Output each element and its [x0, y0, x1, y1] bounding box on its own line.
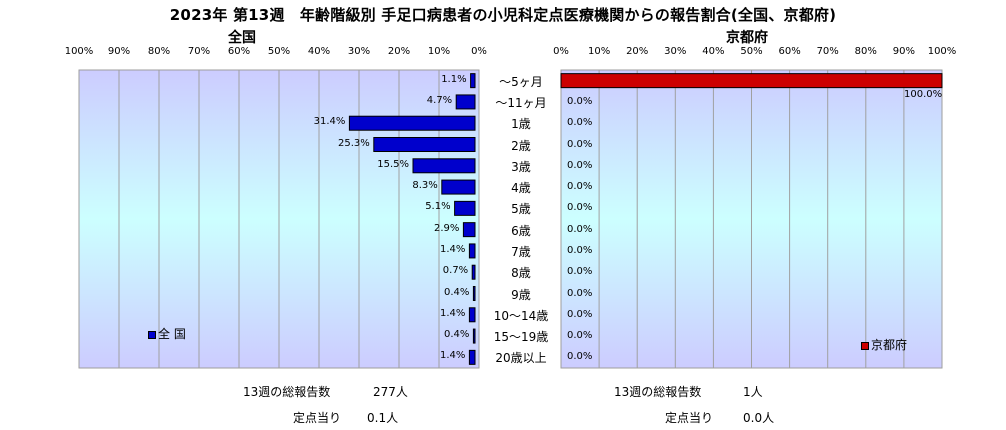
left-data-label: 2.9% — [433, 222, 460, 234]
left-per-value: 0.1人 — [367, 411, 399, 425]
left-bar — [455, 94, 476, 110]
right-x-tick-label: 40% — [702, 46, 725, 57]
left-x-tick-label: 50% — [267, 46, 291, 57]
category-label: 8歳 — [511, 266, 531, 281]
left-data-label: 31.4% — [313, 116, 346, 128]
left-total-label: 13週の総報告数 — [243, 385, 331, 399]
right-data-label: 0.0% — [567, 181, 593, 193]
left-x-tick-label: 60% — [227, 46, 251, 57]
category-label: 20歳以上 — [495, 351, 547, 366]
category-label: 10～14歳 — [493, 308, 549, 323]
left-x-tick-label: 90% — [107, 46, 131, 57]
right-data-label: 100.0% — [904, 88, 943, 100]
right-total-label: 13週の総報告数 — [614, 385, 702, 399]
left-x-tick-label: 40% — [307, 46, 331, 57]
left-data-label: 0.4% — [443, 329, 470, 341]
left-legend-swatch — [148, 330, 156, 339]
left-x-tick-label: 20% — [387, 46, 411, 57]
category-label: 1歳 — [511, 117, 531, 132]
left-x-tick-label: 70% — [187, 46, 211, 57]
left-bar — [373, 137, 476, 152]
right-per-value: 0.0人 — [743, 411, 775, 425]
left-data-label: 0.4% — [443, 286, 470, 298]
left-bar — [412, 158, 476, 174]
right-data-label: 0.0% — [567, 330, 593, 342]
left-bar — [441, 179, 476, 195]
category-label: ～11ヶ月 — [495, 95, 547, 110]
right-data-label: 0.0% — [567, 223, 593, 235]
left-bar — [468, 349, 476, 365]
right-x-tick-label: 50% — [740, 46, 763, 57]
left-data-label: 4.7% — [426, 94, 453, 106]
left-x-tick-label: 30% — [347, 46, 371, 57]
category-label: 15～19歳 — [493, 330, 549, 345]
left-bar — [470, 73, 476, 89]
left-per-label: 定点当り — [293, 411, 342, 425]
left-bar — [468, 243, 476, 259]
right-x-tick-label: 10% — [587, 46, 611, 57]
right-per-label: 定点当り — [665, 411, 714, 425]
category-label: 6歳 — [511, 223, 531, 238]
right-data-label: 0.0% — [567, 138, 593, 150]
left-data-label: 1.4% — [439, 350, 466, 362]
right-total-value: 1人 — [743, 385, 763, 399]
right-legend-swatch — [861, 341, 869, 350]
right-x-tick-label: 60% — [778, 46, 801, 57]
left-bar — [472, 286, 476, 301]
right-legend-label: 京都府 — [871, 338, 908, 352]
right-x-tick-label: 0% — [553, 46, 569, 57]
left-data-label: 5.1% — [425, 201, 451, 213]
left-data-label: 8.3% — [412, 180, 438, 192]
left-bar — [462, 222, 476, 238]
left-x-tick-label: 80% — [147, 46, 171, 57]
right-x-tick-label: 100% — [927, 46, 957, 57]
left-bar — [471, 264, 476, 280]
left-total-value: 277人 — [373, 385, 408, 399]
category-label: 3歳 — [511, 159, 531, 174]
left-data-label: 1.4% — [439, 243, 466, 255]
left-chart-title: 全国 — [228, 30, 256, 46]
category-label: ～5ヶ月 — [499, 74, 543, 89]
page-title: 2023年 第13週 年齢階級別 手足口病患者の小児科定点医療機関からの報告割合… — [169, 6, 837, 24]
right-data-label: 0.0% — [567, 266, 593, 278]
right-data-label: 0.0% — [567, 308, 593, 320]
left-x-tick-label: 0% — [471, 46, 487, 57]
right-chart-title: 京都府 — [726, 30, 768, 46]
category-label: 4歳 — [511, 181, 531, 196]
left-data-label: 25.3% — [338, 137, 370, 149]
right-x-tick-label: 70% — [816, 46, 839, 57]
right-data-label: 0.0% — [567, 351, 593, 363]
right-data-label: 0.0% — [567, 95, 593, 107]
category-label: 9歳 — [511, 287, 531, 302]
right-data-label: 0.0% — [567, 287, 593, 299]
left-bar — [472, 328, 476, 344]
right-data-label: 0.0% — [567, 202, 593, 214]
left-x-tick-label: 10% — [427, 46, 451, 57]
right-x-tick-label: 20% — [626, 46, 649, 57]
left-legend-label: 全 国 — [158, 327, 186, 341]
right-x-tick-label: 80% — [854, 46, 877, 57]
left-bar — [454, 200, 476, 216]
left-legend: 全 国 — [148, 325, 186, 342]
left-data-label: 1.1% — [441, 73, 467, 85]
right-bar — [560, 73, 943, 89]
right-data-label: 0.0% — [567, 159, 593, 171]
right-x-tick-label: 30% — [664, 46, 687, 57]
left-data-label: 15.5% — [377, 158, 409, 170]
left-bar — [468, 307, 476, 323]
left-data-label: 1.4% — [439, 307, 466, 319]
left-data-label: 0.7% — [442, 265, 469, 277]
left-bar — [348, 115, 476, 131]
left-x-tick-label: 100% — [64, 46, 94, 57]
right-data-label: 0.0% — [567, 244, 593, 256]
category-label: 5歳 — [511, 202, 531, 217]
category-label: 7歳 — [511, 244, 531, 259]
right-x-tick-label: 90% — [892, 46, 915, 57]
right-legend: 京都府 — [861, 336, 907, 353]
category-label: 2歳 — [511, 138, 531, 153]
right-data-label: 0.0% — [567, 117, 593, 129]
